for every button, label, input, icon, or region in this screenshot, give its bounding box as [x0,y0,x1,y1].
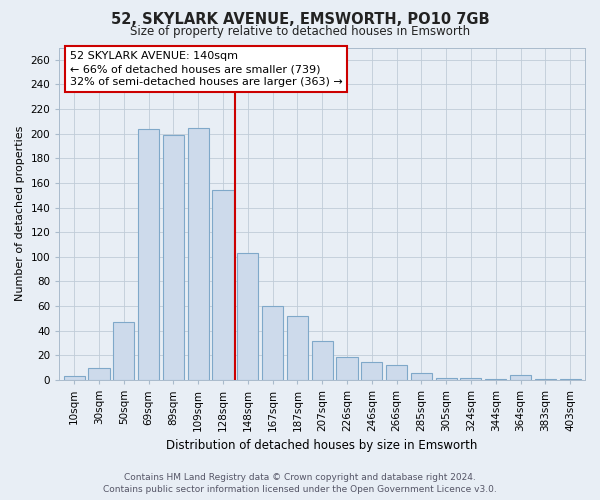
Bar [287,316,308,380]
Bar [386,365,407,380]
Bar [460,378,481,380]
Bar [535,379,556,380]
Bar [411,372,432,380]
Bar [237,253,259,380]
Bar [113,322,134,380]
Bar [163,135,184,380]
X-axis label: Distribution of detached houses by size in Emsworth: Distribution of detached houses by size … [166,440,478,452]
Bar [212,190,233,380]
Bar [262,306,283,380]
Bar [311,340,333,380]
Bar [560,379,581,380]
Bar [436,378,457,380]
Text: 52, SKYLARK AVENUE, EMSWORTH, PO10 7GB: 52, SKYLARK AVENUE, EMSWORTH, PO10 7GB [110,12,490,28]
Text: 52 SKYLARK AVENUE: 140sqm
← 66% of detached houses are smaller (739)
32% of semi: 52 SKYLARK AVENUE: 140sqm ← 66% of detac… [70,51,343,87]
Bar [361,362,382,380]
Bar [337,356,358,380]
Bar [188,128,209,380]
Bar [510,375,531,380]
Bar [88,368,110,380]
Text: Contains HM Land Registry data © Crown copyright and database right 2024.
Contai: Contains HM Land Registry data © Crown c… [103,472,497,494]
Y-axis label: Number of detached properties: Number of detached properties [15,126,25,302]
Text: Size of property relative to detached houses in Emsworth: Size of property relative to detached ho… [130,25,470,38]
Bar [138,129,159,380]
Bar [485,379,506,380]
Bar [64,376,85,380]
